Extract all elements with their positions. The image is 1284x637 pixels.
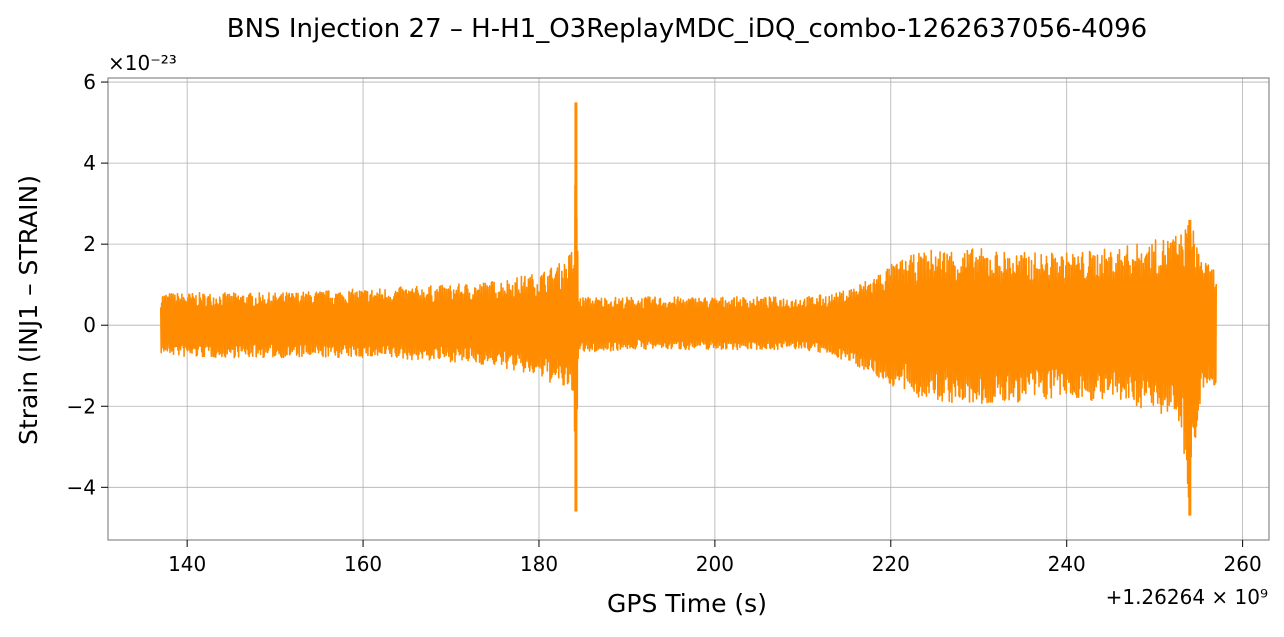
x-tick-label: 260 <box>1224 552 1262 576</box>
strain-series-line <box>159 113 1218 498</box>
chart-title: BNS Injection 27 – H-H1_O3ReplayMDC_iDQ_… <box>227 14 1147 44</box>
x-tick-label: 200 <box>696 552 734 576</box>
y-tick-label: 2 <box>83 232 96 256</box>
x-offset-label: +1.26264 × 10⁹ <box>1106 585 1268 609</box>
y-tick-label: 4 <box>83 151 96 175</box>
y-tick-label: −4 <box>67 475 96 499</box>
y-tick-label: 6 <box>83 70 96 94</box>
y-axis-label: Strain (INJ1 – STRAIN) <box>14 175 43 445</box>
x-axis-label: GPS Time (s) <box>607 589 767 618</box>
y-tick-label: 0 <box>83 313 96 337</box>
axes-frame-rect <box>107 77 1270 541</box>
axes-frame <box>107 77 1270 541</box>
x-tick-label: 140 <box>168 552 206 576</box>
x-tick-label: 180 <box>520 552 558 576</box>
y-scale-label: ×10⁻²³ <box>108 51 177 75</box>
x-tick-label: 160 <box>344 552 382 576</box>
ticks: 140 160 180 200 220 240 260 −4 −2 0 2 4 6 <box>67 70 1262 576</box>
plot-area <box>159 102 1218 516</box>
x-tick-label: 240 <box>1048 552 1086 576</box>
y-tick-label: −2 <box>67 394 96 418</box>
x-tick-label: 220 <box>872 552 910 576</box>
